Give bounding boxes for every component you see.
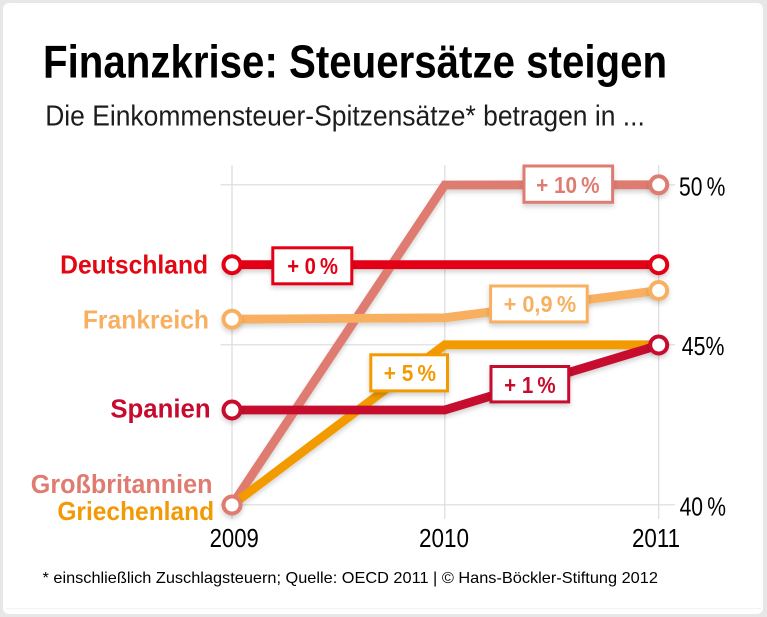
- svg-text:45%: 45%: [682, 332, 725, 362]
- svg-text:+ 0 %: + 0 %: [287, 253, 338, 280]
- svg-text:Spanien: Spanien: [110, 396, 210, 424]
- svg-text:Griechenland: Griechenland: [57, 497, 214, 526]
- svg-text:Deutschland: Deutschland: [60, 251, 208, 279]
- svg-text:+ 1 %: + 1 %: [504, 372, 555, 398]
- svg-text:* einschließlich Zuschlagsteue: * einschließlich Zuschlagsteuern; Quelle…: [43, 569, 658, 587]
- svg-text:+ 0,9 %: + 0,9 %: [504, 291, 577, 317]
- svg-text:Die Einkommensteuer-Spitzensät: Die Einkommensteuer-Spitzensätze* betrag…: [45, 100, 645, 132]
- svg-text:2010: 2010: [419, 525, 469, 554]
- svg-text:2011: 2011: [632, 524, 680, 553]
- svg-text:40 %: 40 %: [680, 494, 726, 523]
- svg-text:Frankreich: Frankreich: [83, 306, 209, 334]
- svg-text:+ 5 %: + 5 %: [384, 360, 436, 386]
- svg-text:+ 10 %: + 10 %: [536, 172, 599, 198]
- svg-text:Finanzkrise: Steuersätze steig: Finanzkrise: Steuersätze steigen: [43, 37, 667, 88]
- svg-text:50 %: 50 %: [679, 174, 725, 203]
- svg-text:Großbritannien: Großbritannien: [31, 471, 213, 499]
- svg-text:2009: 2009: [210, 524, 259, 553]
